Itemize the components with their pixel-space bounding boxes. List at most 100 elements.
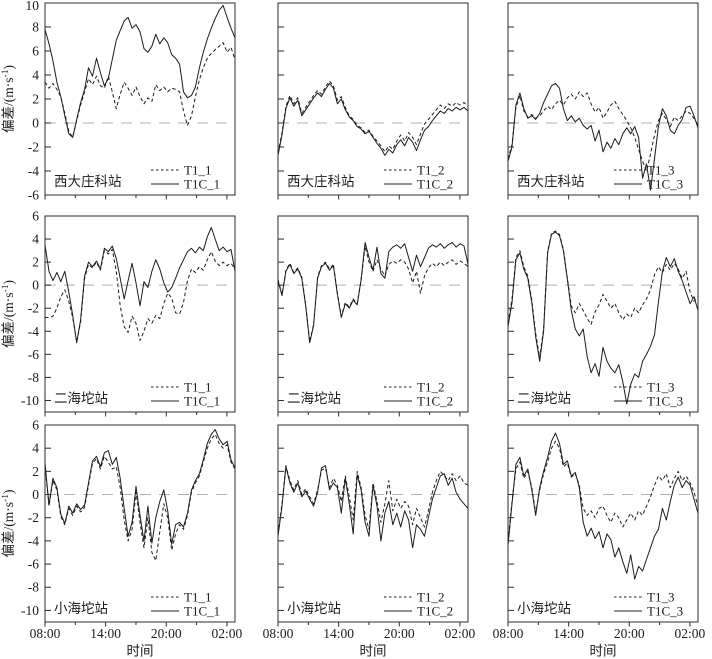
series-line-T1C_3 bbox=[507, 432, 699, 580]
x-tick-label: 02:00 bbox=[445, 626, 476, 641]
x-tick-label: 14:00 bbox=[323, 626, 354, 641]
y-tick-label: -6 bbox=[28, 188, 39, 203]
y-axis-title: 偏差/(m·s-1) bbox=[1, 280, 16, 348]
panel-border bbox=[507, 2, 699, 196]
panel-r2c0: -10 -8 -6 -4 -2 0 2 4 6 08:00 14:00 20:00 02:00 小海坨站 T… bbox=[1, 418, 243, 659]
series-line-T1C_2 bbox=[277, 465, 469, 549]
legend-label: T1C_2 bbox=[417, 604, 453, 619]
panel-border bbox=[44, 424, 236, 623]
station-label: 西大庄科站 bbox=[54, 173, 122, 189]
x-axis-title: 时间 bbox=[590, 644, 617, 659]
y-tick-label: 2 bbox=[32, 92, 39, 107]
x-tick-label: 20:00 bbox=[151, 626, 182, 641]
y-tick-label: 4 bbox=[32, 68, 39, 83]
station-label: 小海坨站 bbox=[517, 600, 571, 616]
y-tick-label: 10 bbox=[26, 0, 40, 13]
x-tick-label: 02:00 bbox=[212, 626, 243, 641]
panel-border bbox=[277, 424, 469, 623]
y-tick-label: 4 bbox=[32, 441, 39, 456]
legend-label: T1C_1 bbox=[184, 604, 220, 619]
x-tick-label: 08:00 bbox=[30, 626, 61, 641]
series-line-T1_2 bbox=[277, 80, 469, 154]
series-line-T1C_3 bbox=[507, 82, 699, 191]
legend-label: T1C_1 bbox=[184, 394, 220, 409]
series-line-T1_1 bbox=[44, 433, 236, 562]
legend-label: T1_3 bbox=[647, 163, 674, 178]
y-tick-label: -8 bbox=[28, 370, 39, 385]
legend-label: T1C_2 bbox=[417, 394, 453, 409]
station-label: 西大庄科站 bbox=[287, 173, 355, 189]
y-tick-label: 6 bbox=[32, 44, 39, 59]
x-tick-label: 20:00 bbox=[614, 626, 645, 641]
y-tick-label: 2 bbox=[32, 464, 39, 479]
panel-border bbox=[44, 215, 236, 413]
legend-label: T1_3 bbox=[647, 590, 674, 605]
y-tick-label: -8 bbox=[28, 580, 39, 595]
y-axis-title: 偏差/(m·s-1) bbox=[1, 65, 16, 133]
panel-border bbox=[44, 2, 236, 196]
panel-border bbox=[507, 424, 699, 623]
series-line-T1C_1 bbox=[44, 227, 236, 344]
x-tick-label: 02:00 bbox=[675, 626, 706, 641]
series-line-T1C_1 bbox=[44, 4, 236, 138]
series-line-T1_2 bbox=[277, 465, 469, 534]
x-tick-label: 08:00 bbox=[493, 626, 524, 641]
series-line-T1_3 bbox=[507, 91, 699, 172]
legend-label: T1C_3 bbox=[647, 394, 683, 409]
legend-label: T1C_3 bbox=[647, 177, 683, 192]
legend-label: T1_1 bbox=[184, 590, 211, 605]
x-tick-label: 20:00 bbox=[384, 626, 415, 641]
series-line-T1_3 bbox=[507, 440, 699, 541]
series-line-T1_1 bbox=[45, 248, 236, 343]
y-tick-label: 6 bbox=[32, 418, 39, 433]
panel-border bbox=[507, 215, 699, 413]
x-tick-label: 08:00 bbox=[263, 626, 294, 641]
y-tick-label: 0 bbox=[32, 487, 39, 502]
series-line-T1C_2 bbox=[277, 82, 469, 156]
legend-label: T1C_1 bbox=[184, 177, 220, 192]
legend-label: T1C_2 bbox=[417, 177, 453, 192]
legend-label: T1_1 bbox=[184, 380, 211, 395]
legend-label: T1C_3 bbox=[647, 604, 683, 619]
series-line-T1C_3 bbox=[507, 231, 699, 405]
station-label: 西大庄科站 bbox=[517, 173, 585, 189]
x-tick-label: 14:00 bbox=[90, 626, 121, 641]
x-axis-title: 时间 bbox=[127, 644, 154, 659]
legend-label: T1_2 bbox=[417, 163, 444, 178]
y-tick-label: 8 bbox=[32, 20, 39, 35]
y-tick-label: -10 bbox=[21, 393, 39, 408]
legend-label: T1_3 bbox=[647, 380, 674, 395]
station-label: 二海坨站 bbox=[54, 390, 108, 406]
x-tick-label: 14:00 bbox=[553, 626, 584, 641]
legend-label: T1_2 bbox=[417, 380, 444, 395]
series-line-T1_2 bbox=[277, 245, 469, 343]
y-tick-label: 0 bbox=[32, 116, 39, 131]
y-tick-label: -10 bbox=[21, 603, 39, 618]
legend-label: T1_1 bbox=[184, 163, 211, 178]
y-tick-label: -4 bbox=[28, 164, 39, 179]
station-label: 小海坨站 bbox=[287, 600, 341, 616]
y-tick-label: -4 bbox=[28, 324, 39, 339]
y-tick-label: -2 bbox=[28, 140, 39, 155]
y-tick-label: -2 bbox=[28, 301, 39, 316]
legend-label: T1_2 bbox=[417, 590, 444, 605]
y-tick-label: -6 bbox=[28, 347, 39, 362]
x-axis-title: 时间 bbox=[360, 644, 387, 659]
y-tick-label: 4 bbox=[32, 232, 39, 247]
y-tick-label: -6 bbox=[28, 557, 39, 572]
series-line-T1_3 bbox=[507, 230, 699, 359]
station-label: 小海坨站 bbox=[54, 600, 108, 616]
y-tick-label: 6 bbox=[32, 209, 39, 224]
panel-border bbox=[277, 215, 469, 413]
series-line-T1C_2 bbox=[277, 242, 469, 344]
